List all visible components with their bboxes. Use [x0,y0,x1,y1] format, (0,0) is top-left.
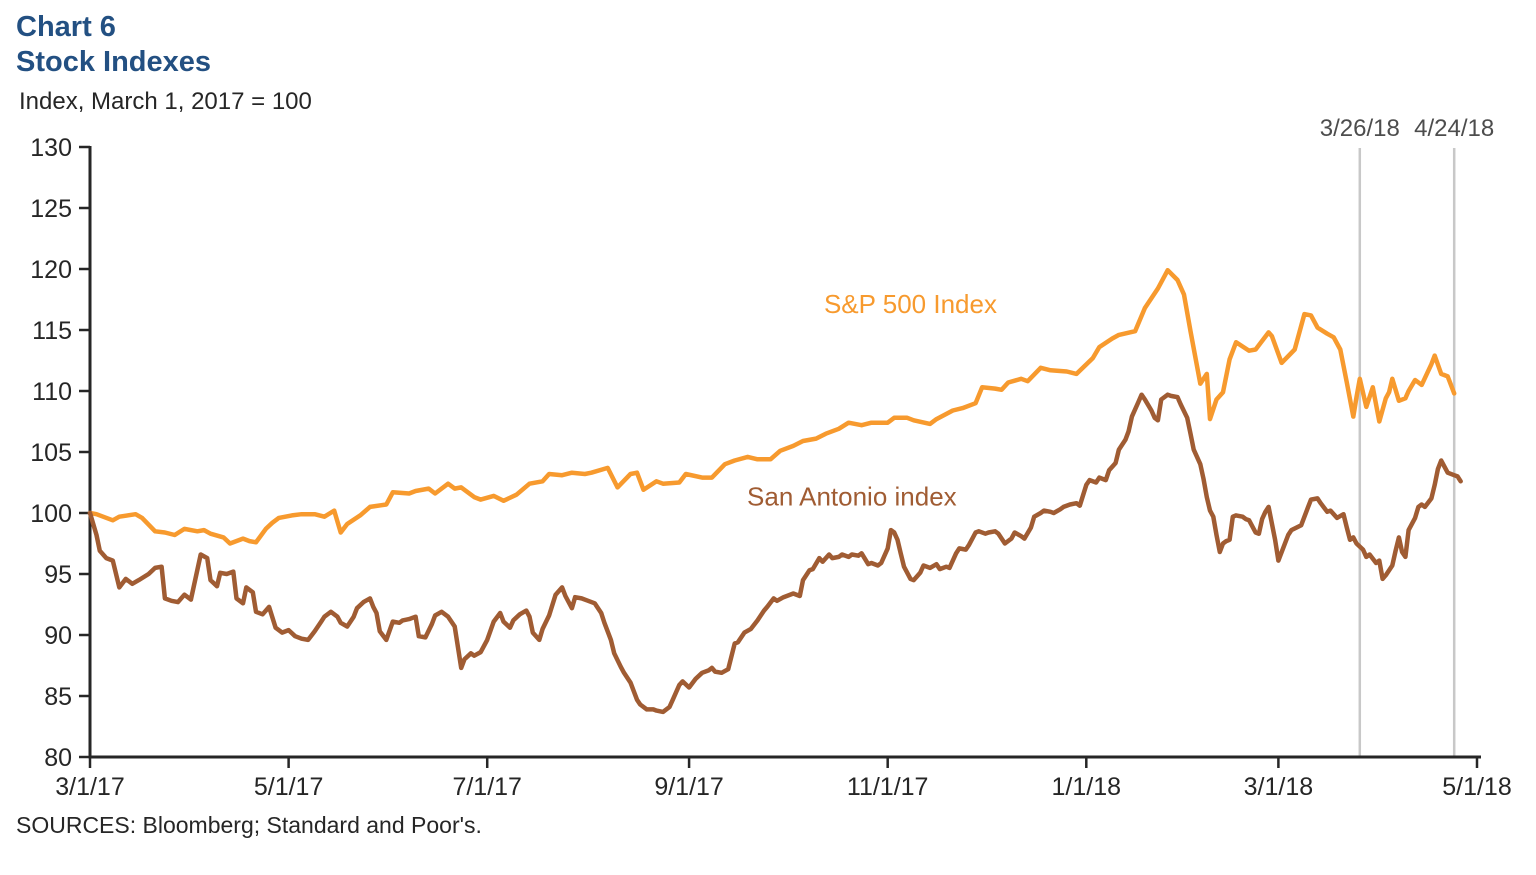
y-tick-label: 85 [44,683,72,711]
vline-label-0: 3/26/18 [1320,115,1400,142]
source-note: SOURCES: Bloomberg; Standard and Poor's. [16,812,482,838]
y-tick-label: 80 [44,744,72,772]
y-tick-label: 125 [30,195,72,223]
y-tick-label: 130 [30,134,72,162]
san-antonio-label: San Antonio index [747,482,957,512]
annotation-vlines: 3/26/18 4/24/18 [1320,115,1494,757]
title-block: Chart 6 Stock Indexes [16,10,211,80]
units-label: Index, March 1, 2017 = 100 [19,88,312,115]
series-sp500: S&P 500 Index [87,267,1457,546]
sp500-label: S&P 500 Index [824,289,997,319]
vline-label-1: 4/24/18 [1414,115,1494,142]
axes: 80 85 90 95 100 105 110 115 120 125 130 3/1/17 5/1/1… [30,134,1511,801]
x-tick-label: 5/1/17 [254,773,324,801]
y-tick-label: 120 [30,256,72,284]
chart-number: Chart 6 [16,11,116,43]
y-tick-label: 105 [30,439,72,467]
y-tick-label: 115 [32,317,72,345]
page-title: Stock Indexes [16,46,212,78]
x-tick-label: 3/1/17 [55,773,125,801]
series-san-antonio: San Antonio index [87,392,1463,715]
x-tick-label: 9/1/17 [654,773,724,801]
san-antonio-line [87,392,1463,715]
x-tick-label: 11/1/17 [847,773,929,801]
sp500-line [87,267,1457,546]
x-tick-label: 5/1/18 [1442,773,1512,801]
y-tick-label: 95 [44,561,72,589]
x-tick-label: 7/1/17 [452,773,522,801]
y-tick-label: 90 [44,622,72,650]
x-tick-label: 1/1/18 [1052,773,1122,801]
x-tick-label: 3/1/18 [1244,773,1314,801]
y-tick-label: 100 [30,500,72,528]
y-tick-label: 110 [32,378,72,406]
